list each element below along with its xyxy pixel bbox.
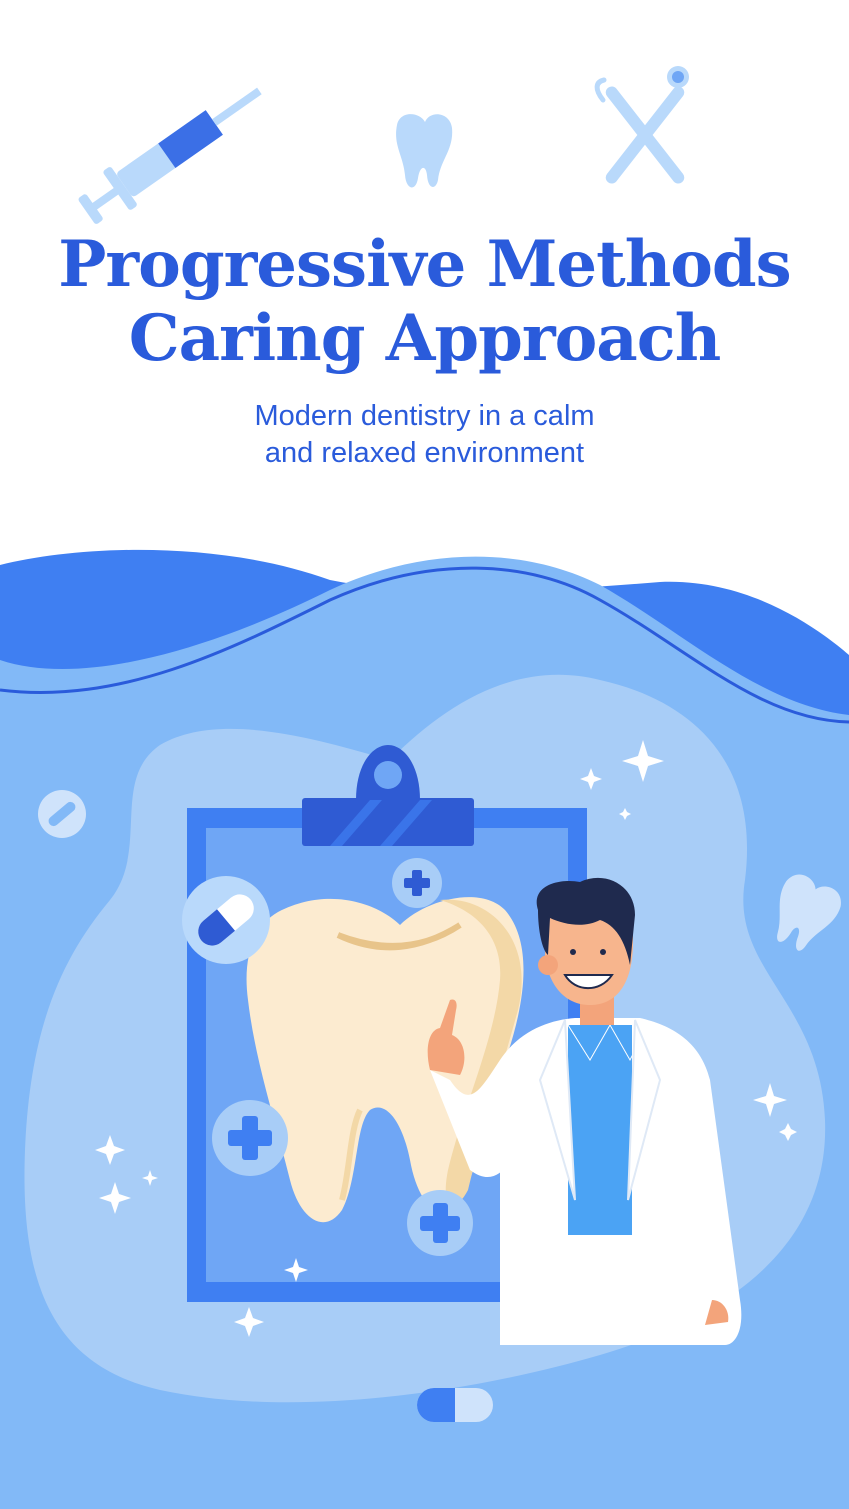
headline-line-1: Progressive Methods (58, 227, 791, 302)
plus-badge-icon (392, 858, 442, 908)
pill-icon (182, 876, 270, 964)
pill-icon (38, 790, 86, 838)
dentist-figure (427, 877, 742, 1345)
syringe-icon (78, 87, 262, 224)
subheadline: Modern dentistry in a calm and relaxed e… (0, 398, 849, 472)
wave-line (0, 566, 849, 724)
capsule-icon (417, 1388, 493, 1422)
dental-tools-icon (594, 66, 689, 184)
tooth-icon (777, 874, 841, 951)
sparkle-icon (95, 740, 797, 1337)
subheadline-line-1: Modern dentistry in a calm (254, 400, 595, 432)
subheadline-line-2: and relaxed environment (264, 437, 585, 469)
plus-badge-icon (407, 1190, 473, 1256)
tooth-icon (396, 114, 453, 188)
headline-line-2: Caring Approach (128, 301, 722, 376)
headline: Progressive Methods Caring Approach (0, 228, 849, 376)
plus-badge-icon (212, 1100, 288, 1176)
